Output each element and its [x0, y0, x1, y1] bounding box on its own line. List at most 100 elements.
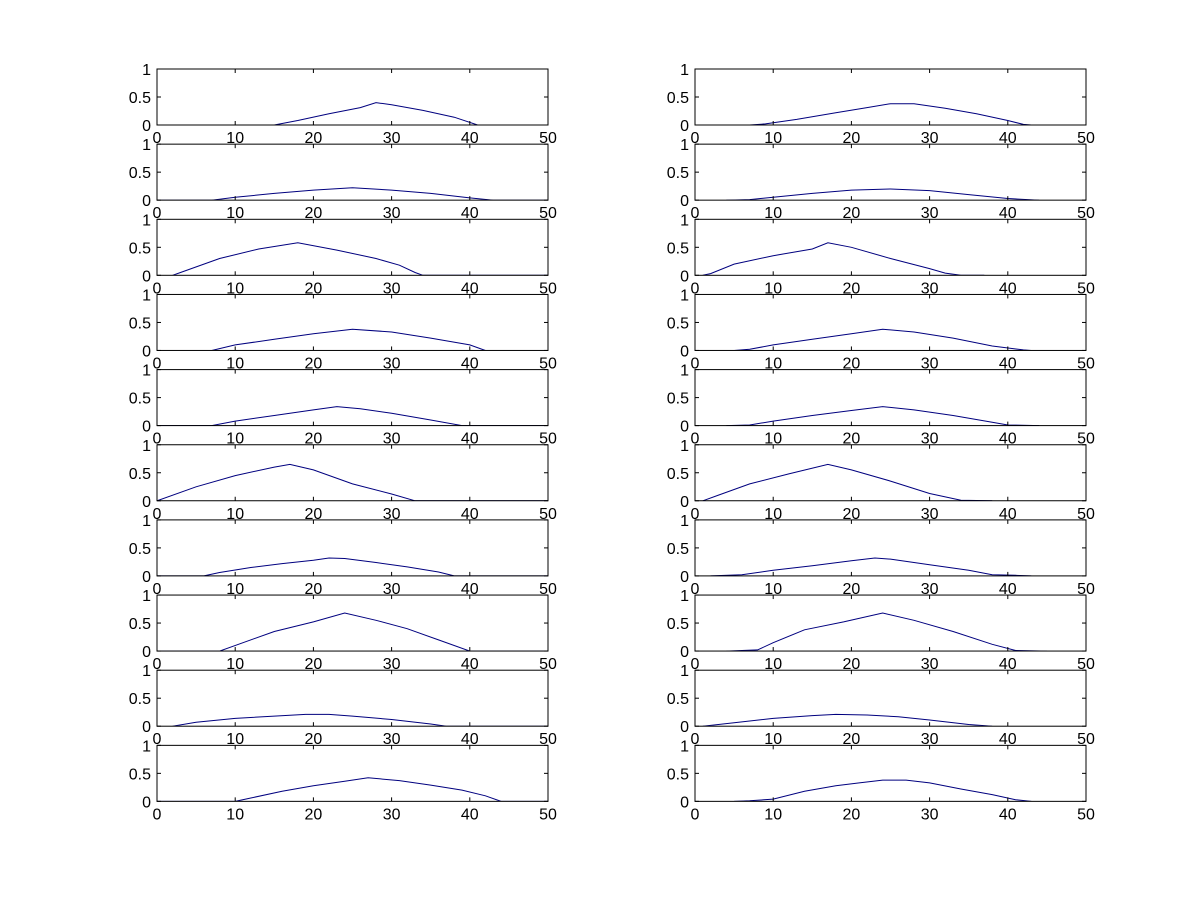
series-line: [726, 612, 1047, 652]
subplot-left-1: 0 10 20 30 40 50 0 0.5 1: [129, 62, 557, 147]
x-tick-label: 50: [1077, 581, 1095, 598]
axes-box: [156, 293, 549, 351]
x-tick-label: 40: [461, 431, 479, 448]
y-tick-label: 1: [142, 738, 151, 755]
x-tick-label: 30: [383, 130, 401, 147]
subplot-right-6: 0 10 20 30 40 50 0 0.5 1: [667, 438, 1095, 523]
x-tick-label: 0: [691, 581, 700, 598]
y-tick-label: 0: [680, 193, 689, 210]
y-tick-label: 1: [142, 438, 151, 455]
x-tick-label: 0: [691, 506, 700, 523]
x-tick-label: 20: [305, 731, 323, 748]
x-tick-label: 30: [921, 130, 939, 147]
y-tick-label: 0: [142, 343, 151, 360]
x-tick-label: 50: [539, 506, 557, 523]
series-line: [157, 187, 548, 201]
x-tick-label: 30: [921, 656, 939, 673]
x-tick-label: 40: [999, 130, 1017, 147]
series-line: [157, 463, 548, 501]
x-tick-label: 30: [921, 806, 939, 823]
axes-box: [694, 143, 1087, 201]
axes-box: [694, 218, 1087, 276]
series-line: [702, 463, 993, 501]
x-tick-label: 30: [921, 581, 939, 598]
y-tick-label: 0: [680, 419, 689, 436]
x-tick-label: 10: [226, 280, 244, 297]
x-tick-label: 40: [461, 506, 479, 523]
x-tick-label: 20: [843, 656, 861, 673]
x-tick-label: 0: [153, 731, 162, 748]
axes-box: [694, 594, 1087, 652]
series-line: [702, 242, 985, 276]
x-tick-label: 20: [305, 355, 323, 372]
x-tick-label: 20: [305, 506, 323, 523]
x-tick-label: 10: [226, 806, 244, 823]
y-tick-label: 0: [142, 494, 151, 511]
x-tick-label: 20: [843, 431, 861, 448]
axes-box: [156, 218, 549, 276]
subplot-right-7: 0 10 20 30 40 50 0 0.5 1: [667, 513, 1095, 598]
y-tick-label: 0: [680, 794, 689, 811]
axes-box: [694, 293, 1087, 351]
x-tick-label: 50: [539, 731, 557, 748]
axes-box: [156, 744, 549, 802]
y-tick-label: 0.5: [667, 315, 689, 332]
y-tick-label: 1: [680, 513, 689, 530]
y-tick-label: 0.5: [667, 165, 689, 182]
x-tick-label: 30: [921, 506, 939, 523]
x-tick-label: 30: [383, 506, 401, 523]
series-line: [734, 328, 1032, 351]
axes-box: [156, 444, 549, 502]
x-tick-label: 20: [843, 355, 861, 372]
y-tick-label: 1: [142, 513, 151, 530]
x-tick-label: 30: [383, 431, 401, 448]
subplot-right-3: 0 10 20 30 40 50 0 0.5 1: [667, 212, 1095, 297]
x-tick-label: 40: [999, 280, 1017, 297]
x-tick-label: 40: [461, 731, 479, 748]
axes-box: [156, 519, 549, 577]
x-tick-label: 30: [383, 205, 401, 222]
x-tick-label: 50: [539, 205, 557, 222]
series-line: [157, 777, 548, 802]
subplot-left-2: 0 10 20 30 40 50 0 0.5 1: [129, 137, 557, 222]
x-tick-label: 50: [1077, 656, 1095, 673]
series-line: [726, 406, 1040, 426]
x-tick-label: 10: [764, 280, 782, 297]
subplot-left-5: 0 10 20 30 40 50 0 0.5 1: [129, 363, 557, 448]
x-tick-label: 0: [691, 280, 700, 297]
y-tick-label: 0.5: [667, 616, 689, 633]
x-tick-label: 40: [461, 205, 479, 222]
x-tick-label: 10: [764, 355, 782, 372]
x-tick-label: 0: [691, 431, 700, 448]
y-tick-label: 0: [680, 644, 689, 661]
axes-box: [694, 68, 1087, 126]
x-tick-label: 10: [764, 656, 782, 673]
x-tick-label: 10: [226, 355, 244, 372]
x-tick-label: 10: [226, 656, 244, 673]
x-tick-label: 0: [153, 431, 162, 448]
y-tick-label: 0: [142, 719, 151, 736]
y-tick-label: 1: [142, 588, 151, 605]
x-tick-label: 40: [461, 355, 479, 372]
y-tick-label: 0.5: [129, 90, 151, 107]
x-tick-label: 10: [764, 205, 782, 222]
y-tick-label: 1: [142, 363, 151, 380]
x-tick-label: 50: [539, 806, 557, 823]
x-tick-label: 40: [461, 656, 479, 673]
y-tick-label: 0: [142, 118, 151, 135]
x-tick-label: 30: [383, 731, 401, 748]
series-line: [734, 779, 1032, 802]
x-tick-label: 30: [921, 280, 939, 297]
x-tick-label: 0: [153, 130, 162, 147]
series-line: [702, 713, 993, 727]
y-tick-label: 1: [680, 212, 689, 229]
x-tick-label: 30: [383, 355, 401, 372]
x-tick-label: 20: [305, 205, 323, 222]
subplot-right-1: 0 10 20 30 40 50 0 0.5 1: [667, 62, 1095, 147]
x-tick-label: 10: [764, 581, 782, 598]
axes-box: [156, 68, 549, 126]
subplot-right-8: 0 10 20 30 40 50 0 0.5 1: [667, 588, 1095, 673]
x-tick-label: 30: [383, 280, 401, 297]
x-tick-label: 50: [539, 355, 557, 372]
